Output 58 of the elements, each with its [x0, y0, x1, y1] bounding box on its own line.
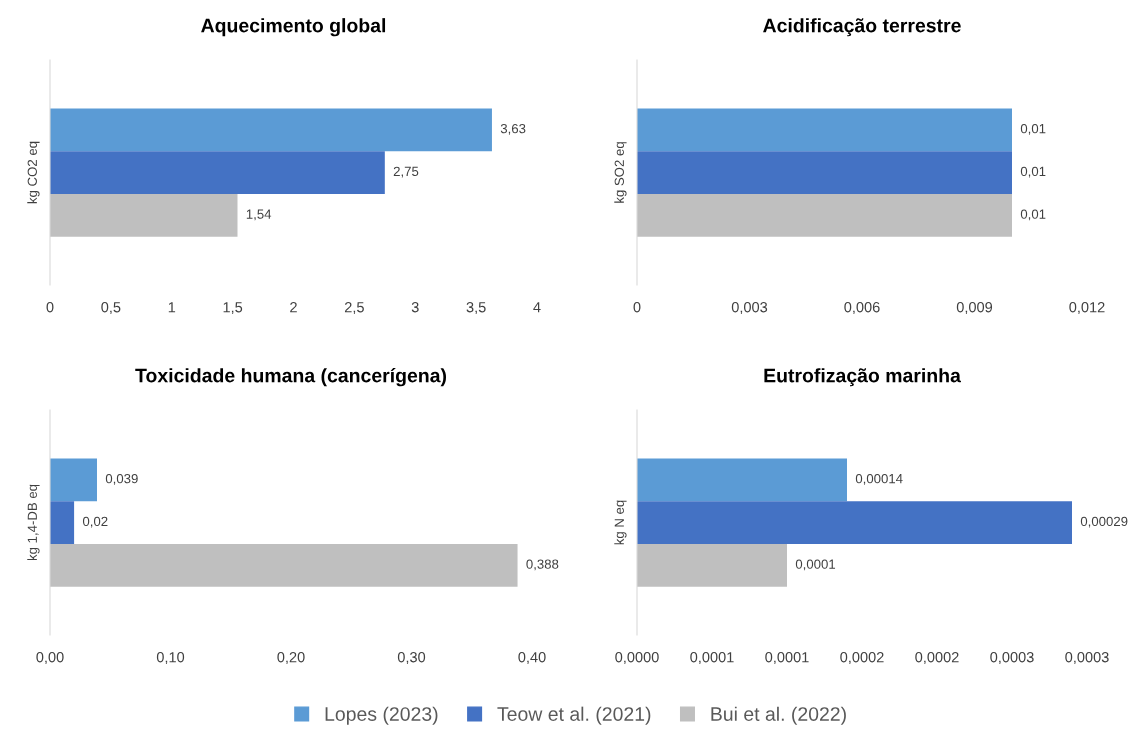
chart-title: Aquecimento global — [201, 18, 386, 37]
y-axis-title: kg 1,4-DB eq — [27, 484, 40, 561]
data-label: 0,00014 — [855, 473, 903, 485]
x-tick-label: 0,0000 — [615, 652, 659, 665]
x-tick-label: 0,006 — [844, 302, 880, 315]
x-tick-label: 0,0003 — [1065, 652, 1109, 665]
x-tick-label: 0,0002 — [840, 652, 884, 665]
x-tick-label: 0,0001 — [765, 652, 809, 665]
data-label: 3,63 — [500, 123, 526, 135]
x-tick-label: 0,0001 — [690, 652, 734, 665]
x-tick-label: 0,10 — [156, 652, 185, 665]
bar — [50, 151, 385, 194]
chart-title: Toxicidade humana (cancerígena) — [135, 367, 447, 387]
y-axis-title: kg SO2 eq — [614, 142, 627, 203]
legend-label: Bui et al. (2022) — [711, 706, 846, 725]
x-tick-label: 0,012 — [1069, 302, 1105, 315]
x-tick-label: 0,5 — [101, 302, 121, 315]
bar — [637, 501, 1072, 544]
data-label: 0,388 — [526, 559, 559, 571]
x-tick-label: 4 — [533, 302, 541, 313]
bar — [50, 458, 97, 502]
x-tick-label: 0,30 — [397, 652, 426, 665]
x-tick-label: 1 — [168, 302, 176, 313]
chart-title: Eutrofização marinha — [764, 368, 961, 387]
data-label: 0,01 — [1020, 123, 1046, 135]
y-axis-title: kg CO2 eq — [27, 141, 40, 204]
x-tick-label: 0,20 — [277, 652, 305, 665]
legend-label: Lopes (2023) — [325, 706, 438, 725]
x-tick-label: 0,0002 — [915, 652, 959, 665]
data-label: 0,00029 — [1080, 516, 1128, 528]
y-axis-title: kg N eq — [614, 500, 627, 545]
bar — [50, 543, 518, 587]
x-tick-label: 2 — [290, 302, 297, 313]
x-tick-label: 2,5 — [344, 302, 364, 315]
x-tick-label: 0,003 — [731, 302, 768, 315]
data-label: 2,75 — [393, 166, 419, 178]
data-label: 0,02 — [82, 516, 108, 528]
data-label: 0,039 — [105, 473, 138, 485]
x-tick-label: 0,009 — [956, 302, 993, 315]
x-tick-label: 0,0003 — [990, 652, 1034, 665]
x-tick-label: 1,5 — [223, 302, 243, 315]
x-tick-label: 0 — [633, 302, 641, 313]
x-tick-label: 3 — [411, 302, 419, 313]
legend-label: Teow et al. (2021) — [497, 706, 651, 725]
bar — [50, 108, 492, 152]
data-label: 0,0001 — [795, 559, 836, 571]
x-tick-label: 0 — [46, 302, 54, 313]
bar — [50, 501, 75, 544]
data-label: 0,01 — [1020, 166, 1046, 178]
bar — [637, 543, 787, 587]
bar — [50, 193, 238, 237]
bar — [637, 458, 847, 502]
x-tick-label: 0,00 — [36, 652, 64, 665]
x-tick-label: 0,40 — [518, 652, 546, 665]
data-label: 0,01 — [1020, 209, 1046, 221]
data-label: 1,54 — [246, 209, 272, 221]
x-tick-label: 3,5 — [466, 302, 486, 315]
chart-title: Acidificação terrestre — [763, 18, 961, 37]
